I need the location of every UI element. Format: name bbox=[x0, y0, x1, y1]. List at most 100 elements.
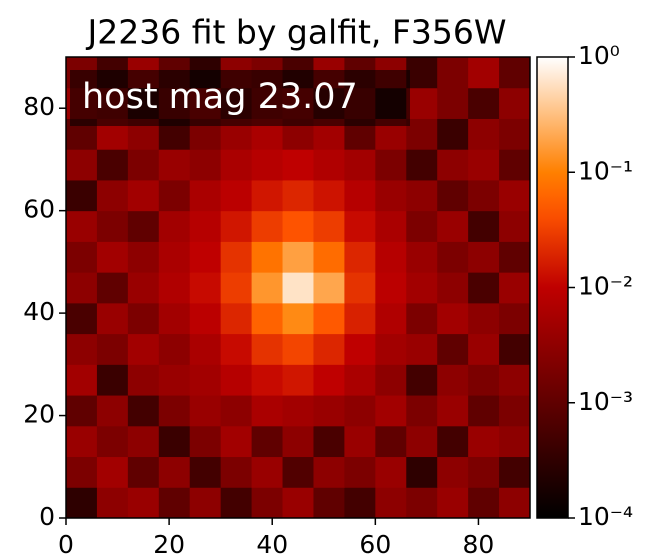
pixel bbox=[158, 333, 191, 365]
pixel bbox=[158, 425, 191, 458]
y-tick-label: 40 bbox=[23, 297, 55, 326]
pixel bbox=[406, 87, 438, 119]
pixel bbox=[220, 179, 253, 212]
pixel bbox=[66, 425, 98, 458]
pixel bbox=[96, 333, 129, 365]
pixel bbox=[189, 395, 222, 427]
pixel bbox=[313, 210, 345, 242]
pixel bbox=[375, 364, 407, 396]
pixel bbox=[437, 210, 469, 242]
pixel bbox=[437, 302, 469, 335]
pixel bbox=[158, 395, 191, 427]
pixel bbox=[468, 241, 500, 273]
pixel bbox=[499, 425, 531, 458]
pixel bbox=[406, 149, 438, 181]
pixel bbox=[344, 395, 376, 427]
pixel bbox=[127, 241, 160, 273]
pixel bbox=[251, 241, 284, 273]
x-tick-label: 40 bbox=[256, 530, 288, 559]
pixel bbox=[127, 425, 160, 458]
pixel bbox=[406, 364, 438, 396]
pixel bbox=[282, 333, 314, 365]
pixel bbox=[313, 149, 345, 181]
pixel bbox=[499, 272, 531, 304]
pixel bbox=[251, 425, 284, 458]
pixel bbox=[251, 333, 284, 365]
pixel bbox=[220, 487, 253, 519]
pixel bbox=[96, 302, 129, 335]
pixel bbox=[499, 333, 531, 365]
pixel bbox=[127, 210, 160, 242]
pixel bbox=[127, 272, 160, 304]
pixel bbox=[499, 487, 531, 519]
pixel bbox=[406, 395, 438, 427]
pixel bbox=[437, 87, 469, 119]
pixel bbox=[189, 456, 222, 488]
annotation: host mag 23.07 bbox=[82, 77, 358, 117]
pixel bbox=[437, 395, 469, 427]
pixel bbox=[158, 364, 191, 396]
pixel bbox=[437, 118, 469, 150]
pixel bbox=[282, 272, 314, 304]
colorbar-tick-label: 10⁻³ bbox=[578, 387, 633, 416]
pixel bbox=[437, 57, 469, 89]
colorbar-tick-label: 10⁻² bbox=[578, 272, 633, 301]
pixel bbox=[251, 149, 284, 181]
pixel bbox=[375, 179, 407, 212]
pixel bbox=[96, 487, 129, 519]
pixel bbox=[313, 179, 345, 212]
pixel bbox=[127, 487, 160, 519]
pixel bbox=[158, 210, 191, 242]
x-tick-label: 60 bbox=[359, 530, 391, 559]
pixel bbox=[127, 333, 160, 365]
pixel bbox=[313, 456, 345, 488]
pixel bbox=[158, 272, 191, 304]
pixel bbox=[499, 241, 531, 273]
pixel bbox=[313, 395, 345, 427]
pixel bbox=[468, 87, 500, 119]
pixel bbox=[189, 210, 222, 242]
pixel bbox=[282, 210, 314, 242]
colorbar-tick-label: 10⁻⁴ bbox=[578, 502, 633, 531]
pixel bbox=[158, 241, 191, 273]
pixel bbox=[220, 272, 253, 304]
pixel bbox=[406, 302, 438, 335]
pixel bbox=[344, 149, 376, 181]
pixel bbox=[66, 302, 98, 335]
pixel bbox=[468, 302, 500, 335]
pixel bbox=[189, 241, 222, 273]
pixel bbox=[406, 487, 438, 519]
pixel bbox=[437, 241, 469, 273]
pixel bbox=[437, 333, 469, 365]
pixel bbox=[375, 456, 407, 488]
pixel bbox=[375, 241, 407, 273]
chart-title: J2236 fit by galfit, F356W bbox=[85, 13, 506, 52]
pixel bbox=[189, 425, 222, 458]
pixel bbox=[127, 364, 160, 396]
pixel bbox=[96, 425, 129, 458]
x-tick-label: 80 bbox=[463, 530, 495, 559]
pixel bbox=[437, 456, 469, 488]
pixel bbox=[251, 395, 284, 427]
pixel bbox=[282, 179, 314, 212]
pixel bbox=[313, 241, 345, 273]
colorbar-tick-label: 10⁰ bbox=[578, 41, 620, 70]
pixel bbox=[344, 333, 376, 365]
pixel bbox=[406, 241, 438, 273]
pixel bbox=[282, 302, 314, 335]
pixel bbox=[499, 302, 531, 335]
pixel bbox=[375, 425, 407, 458]
pixel bbox=[282, 241, 314, 273]
pixel bbox=[251, 179, 284, 212]
pixel bbox=[375, 333, 407, 365]
pixel bbox=[189, 364, 222, 396]
pixel bbox=[66, 395, 98, 427]
y-tick-label: 60 bbox=[23, 195, 55, 224]
pixel bbox=[406, 57, 438, 89]
pixel bbox=[313, 302, 345, 335]
pixel bbox=[127, 395, 160, 427]
pixel bbox=[375, 395, 407, 427]
pixel bbox=[344, 425, 376, 458]
pixel bbox=[499, 87, 531, 119]
